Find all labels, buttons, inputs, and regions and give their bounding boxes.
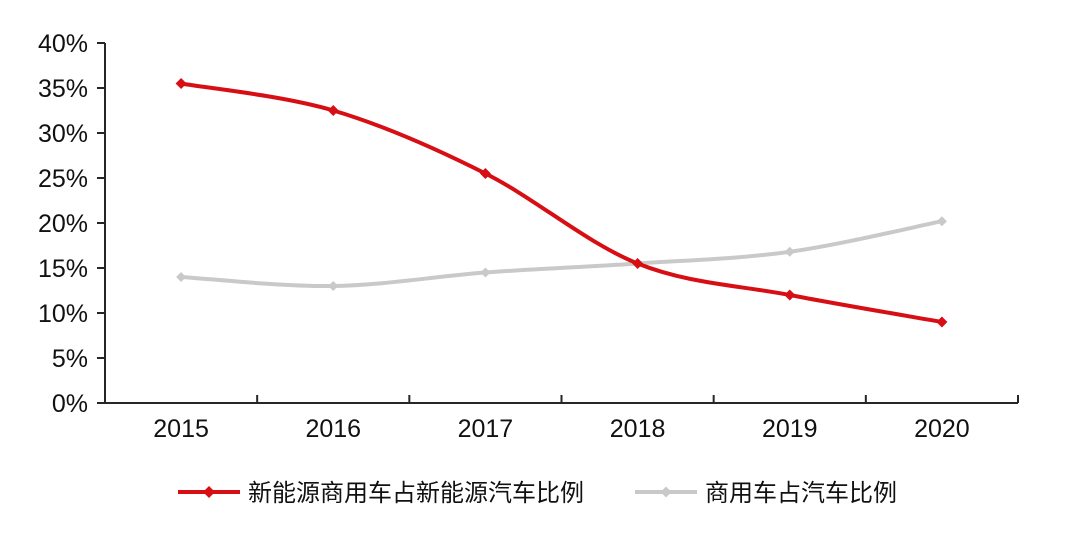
legend-label: 新能源商用车占新能源汽车比例 xyxy=(248,480,584,507)
y-axis-label: 40% xyxy=(38,30,88,58)
y-axis-label: 15% xyxy=(38,255,88,283)
x-axis-label: 2018 xyxy=(610,415,666,443)
data-point-marker xyxy=(936,316,948,328)
data-point-marker xyxy=(175,78,187,89)
legend-marker-icon xyxy=(660,486,672,498)
x-axis-label: 2020 xyxy=(914,415,970,443)
y-axis-label: 25% xyxy=(38,165,88,193)
data-point-marker xyxy=(632,258,644,269)
y-axis-label: 35% xyxy=(38,75,88,103)
y-axis-label: 0% xyxy=(52,390,88,418)
y-axis-label: 20% xyxy=(38,210,88,238)
legend-marker-icon xyxy=(203,486,215,498)
y-axis-label: 5% xyxy=(52,345,88,373)
x-axis-label: 2015 xyxy=(153,415,209,443)
data-point-marker xyxy=(480,267,491,278)
x-axis-label: 2017 xyxy=(458,415,514,443)
y-axis-label: 30% xyxy=(38,120,88,148)
x-axis-label: 2016 xyxy=(305,415,361,443)
series-line-1 xyxy=(179,219,944,289)
data-point-marker xyxy=(328,281,339,291)
y-axis-label: 10% xyxy=(38,300,88,328)
legend-item-0: 新能源商用车占新能源汽车比例 xyxy=(178,480,584,507)
legend-label: 商用车占汽车比例 xyxy=(705,480,897,507)
data-point-marker xyxy=(479,168,491,179)
data-point-marker xyxy=(176,272,187,282)
data-point-marker xyxy=(784,289,796,301)
x-axis-label: 2019 xyxy=(762,415,818,443)
series-line-0 xyxy=(179,81,944,324)
legend-item-1: 商用车占汽车比例 xyxy=(635,480,897,507)
data-point-marker xyxy=(784,246,795,257)
series-0 xyxy=(175,78,948,328)
data-point-marker xyxy=(936,216,947,227)
data-point-marker xyxy=(327,105,339,116)
